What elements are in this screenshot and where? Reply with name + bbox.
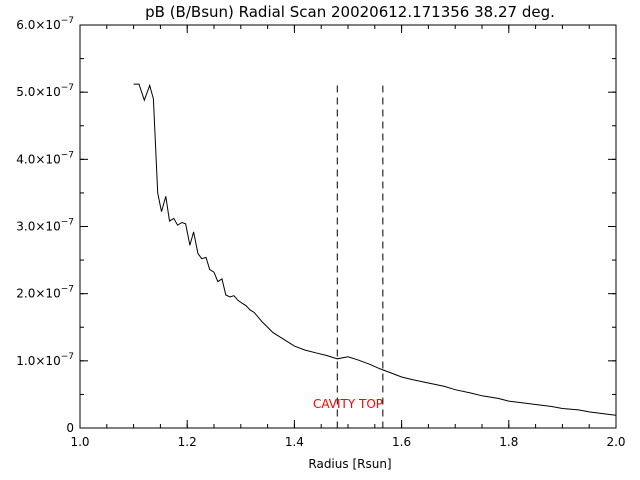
x-tick-label: 1.6 <box>392 435 411 449</box>
y-tick-exponent: −7 <box>61 285 74 295</box>
y-tick-label: 1.0×10−7 <box>16 352 74 368</box>
x-tick-label: 1.0 <box>70 435 89 449</box>
series-group <box>133 83 617 416</box>
y-tick-label: 3.0×10−7 <box>16 218 74 234</box>
x-axis: 1.0 1.2 1.4 1.6 1.8 2.0 <box>70 25 626 449</box>
y-tick-label: 4.0×10−7 <box>16 150 74 166</box>
cavity-top-label: CAVITY TOP <box>313 397 383 411</box>
x-axis-title: Radius [Rsun] <box>308 457 391 471</box>
y-tick-exponent: −7 <box>61 218 74 228</box>
plot-frame <box>79 24 617 429</box>
annotations: CAVITY TOP <box>313 397 383 411</box>
x-tick-label: 2.0 <box>606 435 625 449</box>
pb-radial-scan-line <box>133 83 617 416</box>
y-tick-label: 2.0×10−7 <box>16 285 74 301</box>
x-tick-label: 1.4 <box>285 435 304 449</box>
chart-title: pB (B/Bsun) Radial Scan 20020612.171356 … <box>145 3 555 21</box>
y-tick-label: 0 <box>66 421 74 435</box>
y-tick-label: 5.0×10−7 <box>16 83 74 99</box>
y-tick-exponent: −7 <box>61 83 74 93</box>
y-tick-mantissa: 6.0×10 <box>16 18 60 32</box>
x-tick-label: 1.8 <box>499 435 518 449</box>
y-tick-mantissa: 1.0×10 <box>16 354 60 368</box>
y-tick-mantissa: 4.0×10 <box>16 152 60 166</box>
y-tick-exponent: −7 <box>61 352 74 362</box>
y-tick-exponent: −7 <box>61 150 74 160</box>
y-axis: 01.0×10−72.0×10−73.0×10−74.0×10−75.0×10−… <box>16 16 616 435</box>
y-tick-mantissa: 5.0×10 <box>16 85 60 99</box>
x-tick-label: 1.2 <box>178 435 197 449</box>
y-tick-exponent: −7 <box>61 16 74 26</box>
y-tick-mantissa: 2.0×10 <box>16 287 60 301</box>
y-tick-label: 6.0×10−7 <box>16 16 74 32</box>
vertical-markers <box>336 85 384 428</box>
y-tick-mantissa: 0 <box>66 421 74 435</box>
y-tick-mantissa: 3.0×10 <box>16 220 60 234</box>
